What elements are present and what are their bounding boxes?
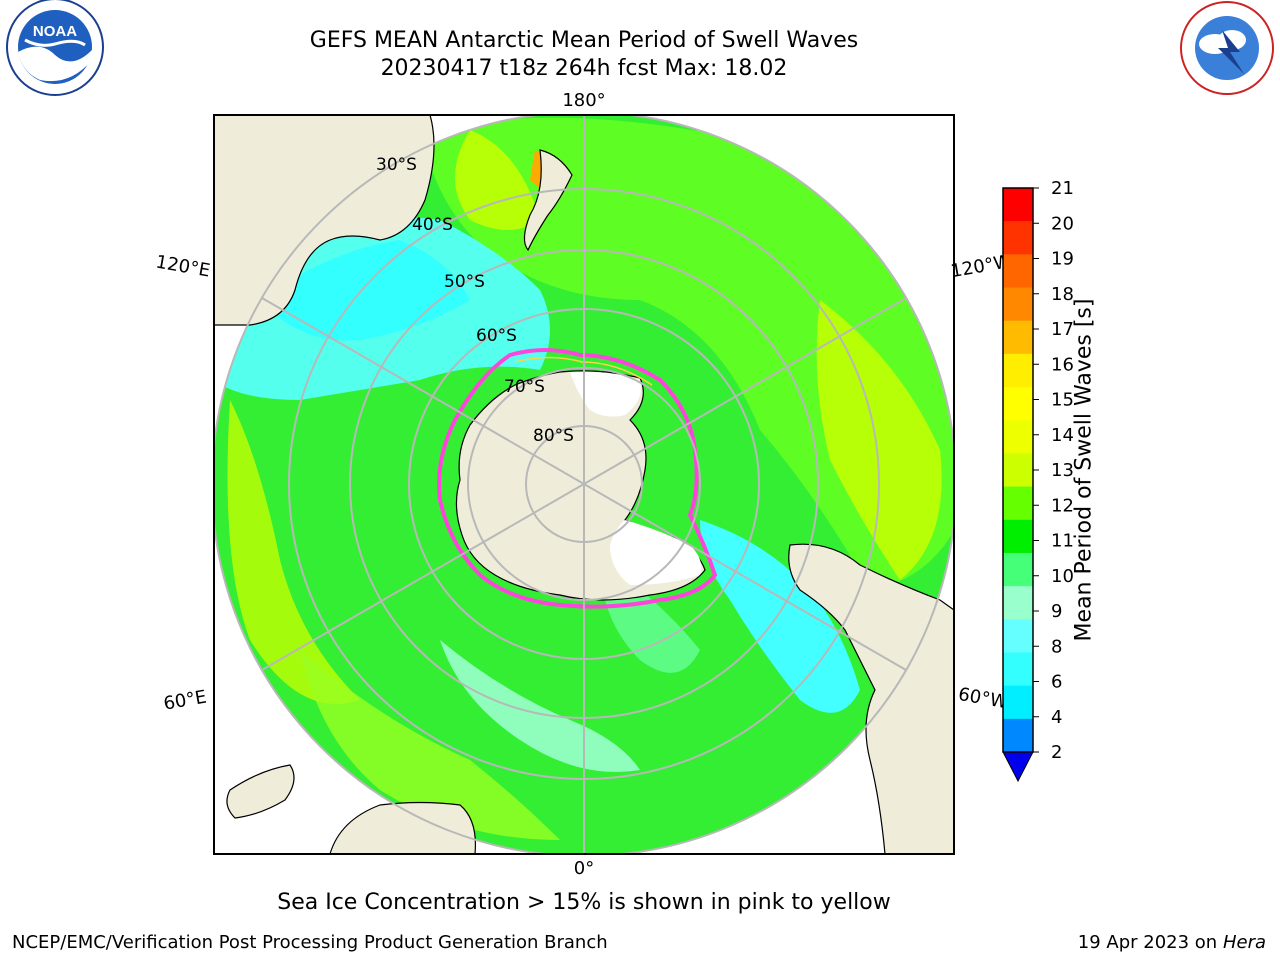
run-host: Hera — [1222, 932, 1266, 953]
lat-label-40s: 40°S — [412, 215, 453, 235]
colorbar-band — [1003, 420, 1033, 454]
noaa-logo-text: NOAA — [33, 23, 77, 40]
lon-label-120e: 120°E — [154, 251, 212, 281]
lon-label-60w: 60°W — [957, 684, 1010, 713]
map-title: GEFS MEAN Antarctic Mean Period of Swell… — [309, 28, 859, 53]
lat-label-80s: 80°S — [533, 426, 574, 446]
sea-ice-edge — [437, 348, 718, 609]
lat-label-70s: 70°S — [504, 377, 545, 397]
colorbar-band — [1003, 619, 1033, 653]
colorbar-tick-label: 18 — [1051, 284, 1074, 305]
colorbar-band — [1003, 652, 1033, 687]
colorbar-tick-label: 14 — [1051, 425, 1074, 446]
latitude-labels: 30°S 40°S 50°S 60°S 70°S 80°S — [376, 155, 574, 446]
colorbar-tick-label: 12 — [1051, 495, 1074, 516]
colorbar-band — [1003, 552, 1033, 587]
colorbar-band — [1003, 353, 1033, 388]
colorbar-extend-arrow — [1002, 751, 1034, 783]
lat-label-50s: 50°S — [444, 272, 485, 292]
colorbar-tick-label: 20 — [1051, 213, 1074, 234]
lat-label-30s: 30°S — [376, 155, 417, 175]
colorbar-band — [1003, 453, 1033, 488]
lon-label-60e: 60°E — [162, 686, 208, 714]
colorbar-band — [1003, 586, 1033, 620]
producer-credit: NCEP/EMC/Verification Post Processing Pr… — [12, 932, 608, 953]
colorbar-tick-label: 11 — [1051, 531, 1074, 552]
graticule — [214, 115, 954, 854]
colorbar-tick-label: 19 — [1051, 249, 1074, 270]
colorbar-band — [1003, 387, 1033, 421]
colorbar-tick-label: 17 — [1051, 319, 1074, 340]
colorbar-tick-label: 15 — [1051, 390, 1074, 411]
colorbar-tick-label: 6 — [1051, 672, 1062, 693]
colorbar-tick-label: 21 — [1051, 178, 1074, 199]
colorbar-band — [1003, 287, 1033, 322]
colorbar-band — [1003, 188, 1033, 222]
colorbar-band — [1003, 519, 1033, 554]
map-subtitle: 20230417 t18z 264h fcst Max: 18.02 — [380, 56, 788, 81]
colorbar-band — [1003, 221, 1033, 255]
lat-label-60s: 60°S — [476, 326, 517, 346]
colorbar-band — [1003, 320, 1033, 355]
colorbar-tick-label: 10 — [1051, 566, 1074, 587]
colorbar-band — [1003, 718, 1033, 753]
colorbar-band — [1003, 486, 1033, 521]
colorbar-tick-label: 4 — [1051, 707, 1062, 728]
polar-map — [214, 115, 954, 854]
ice-shelves — [570, 371, 702, 585]
colorbar-tick-label: 16 — [1051, 354, 1074, 375]
lon-label-180: 180° — [562, 90, 605, 111]
run-info: 19 Apr 2023 on Hera — [1078, 932, 1266, 953]
colorbar-band — [1003, 254, 1033, 289]
colorbar-tick-label: 13 — [1051, 460, 1074, 481]
sea-ice-note: Sea Ice Concentration > 15% is shown in … — [277, 890, 891, 915]
map-frame — [213, 114, 955, 855]
colorbar-tick-label: 9 — [1051, 601, 1062, 622]
colorbar-tick-label: 8 — [1051, 636, 1062, 657]
run-date: 19 Apr 2023 on — [1077, 932, 1223, 953]
colorbar-band — [1003, 685, 1033, 720]
colorbar: 21 20 19 18 17 16 15 14 13 12 11 10 9 8 6 4 2 — [1002, 178, 1074, 783]
nws-logo — [1180, 1, 1274, 95]
noaa-logo: NOAA — [6, 0, 104, 96]
lon-label-0: 0° — [574, 858, 594, 879]
colorbar-tick-label: 2 — [1051, 742, 1062, 763]
